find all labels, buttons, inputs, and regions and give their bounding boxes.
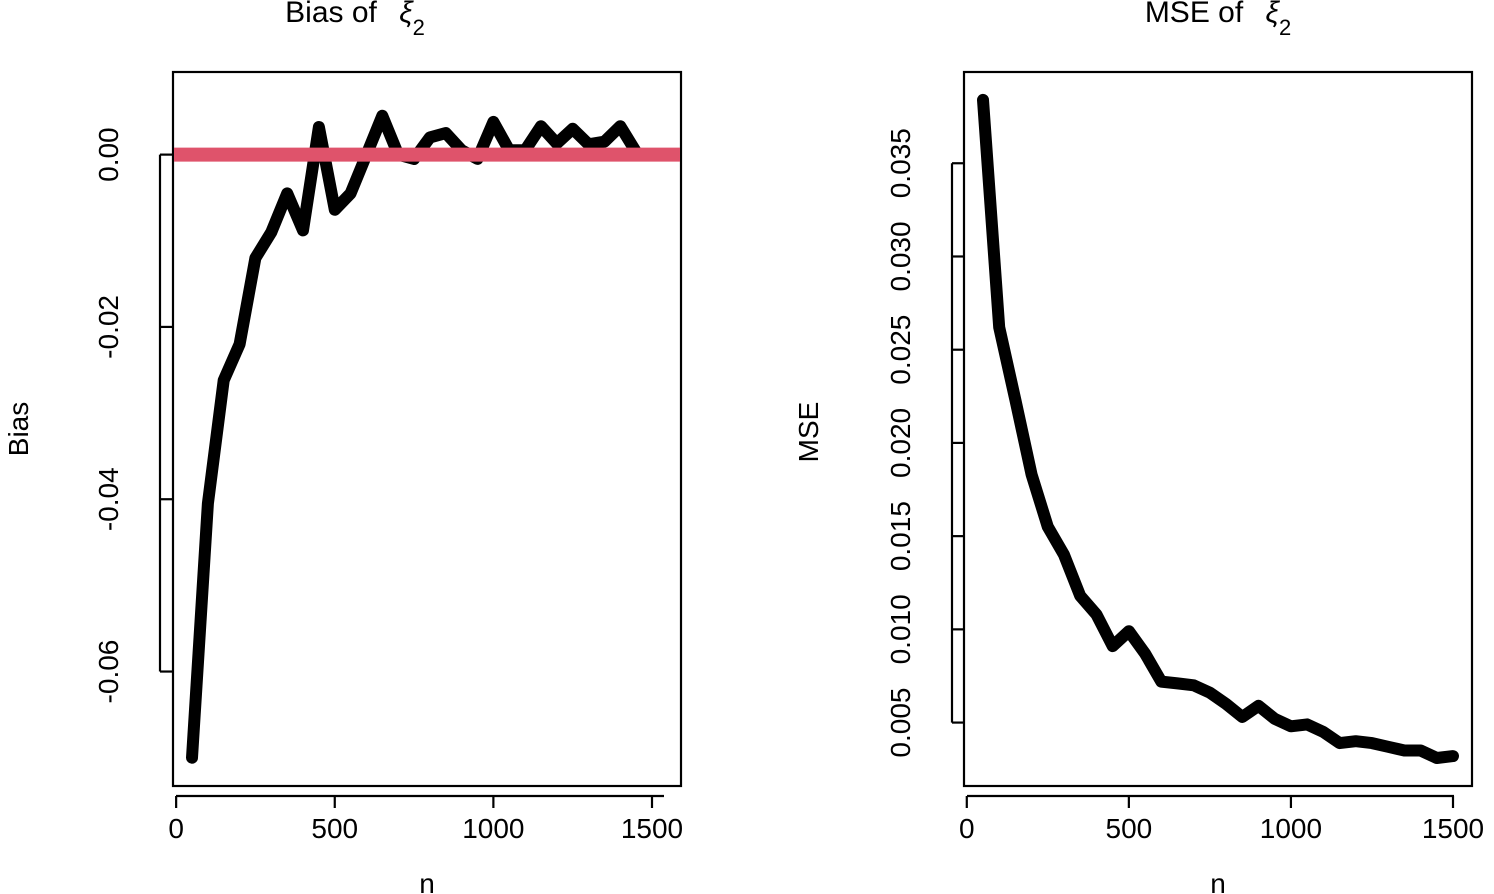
bias-x-tick-label: 0	[168, 813, 184, 844]
bias-y-tick-label: -0.06	[93, 640, 124, 704]
mse-panel-title: MSE of ξ2	[1145, 0, 1291, 40]
mse-y-tick-label: 0.010	[885, 594, 916, 664]
mse-y-tick-label: 0.005	[885, 688, 916, 758]
mse-x-tick-label: 0	[959, 813, 975, 844]
bias-x-tick-label: 1000	[462, 813, 524, 844]
bias-y-tick-label: -0.02	[93, 295, 124, 359]
bias-x-ticks: 0 500 1000 1500	[168, 796, 683, 844]
mse-panel: MSE of ξ2 0 500 1000 1500 0.0050.0100.0150.…	[793, 0, 1484, 894]
mse-title-symbol: ξ	[1266, 0, 1281, 29]
mse-y-ticks: 0.005 0.010 0.015 0.020 0.025 0.030 0.035	[885, 128, 965, 758]
bias-panel-title: Bias of ξ2	[285, 0, 425, 40]
mse-x-tick-label: 1500	[1422, 813, 1484, 844]
bias-x-tick-label: 500	[311, 813, 358, 844]
mse-y-tick-label: 0.020	[885, 408, 916, 478]
mse-y-tick-label: 0.015	[885, 501, 916, 571]
bias-plot-frame	[171, 70, 683, 788]
bias-data-line	[186, 109, 643, 764]
mse-x-ticks: 0 500 1000 1500	[959, 796, 1484, 844]
mse-y-axis-label: MSE	[793, 402, 824, 463]
mse-title-subscript: 2	[1279, 15, 1291, 40]
mse-plot-frame	[962, 70, 1474, 788]
bias-y-ticks: -0.06 -0.04 -0.02 0.00	[93, 127, 173, 703]
bias-y-axis-label: Bias	[3, 402, 34, 456]
bias-title-symbol: ξ	[399, 0, 414, 29]
mse-y-tick-label: 0.030	[885, 221, 916, 291]
mse-y-tick-label: 0.035	[885, 128, 916, 198]
bias-x-tick-label: 1500	[621, 813, 683, 844]
bias-title-subscript: 2	[413, 15, 425, 40]
bias-title-text: Bias of	[285, 0, 377, 29]
bias-series-group	[174, 109, 680, 764]
mse-series-group	[977, 93, 1459, 764]
mse-x-axis-label: n	[1210, 868, 1226, 894]
mse-title-text: MSE of	[1145, 0, 1244, 29]
mse-y-tick-label: 0.025	[885, 315, 916, 385]
bias-y-tick-label: -0.04	[93, 467, 124, 531]
bias-y-tick-label: 0.00	[93, 127, 124, 182]
mse-x-tick-label: 1000	[1260, 813, 1322, 844]
mse-data-line	[977, 93, 1459, 764]
bias-x-axis-label: n	[419, 868, 435, 894]
bias-panel: Bias of ξ2 0 500 1000 1500 -0.06 -0.04 -0.02 0…	[3, 0, 683, 894]
mse-x-tick-label: 500	[1106, 813, 1153, 844]
